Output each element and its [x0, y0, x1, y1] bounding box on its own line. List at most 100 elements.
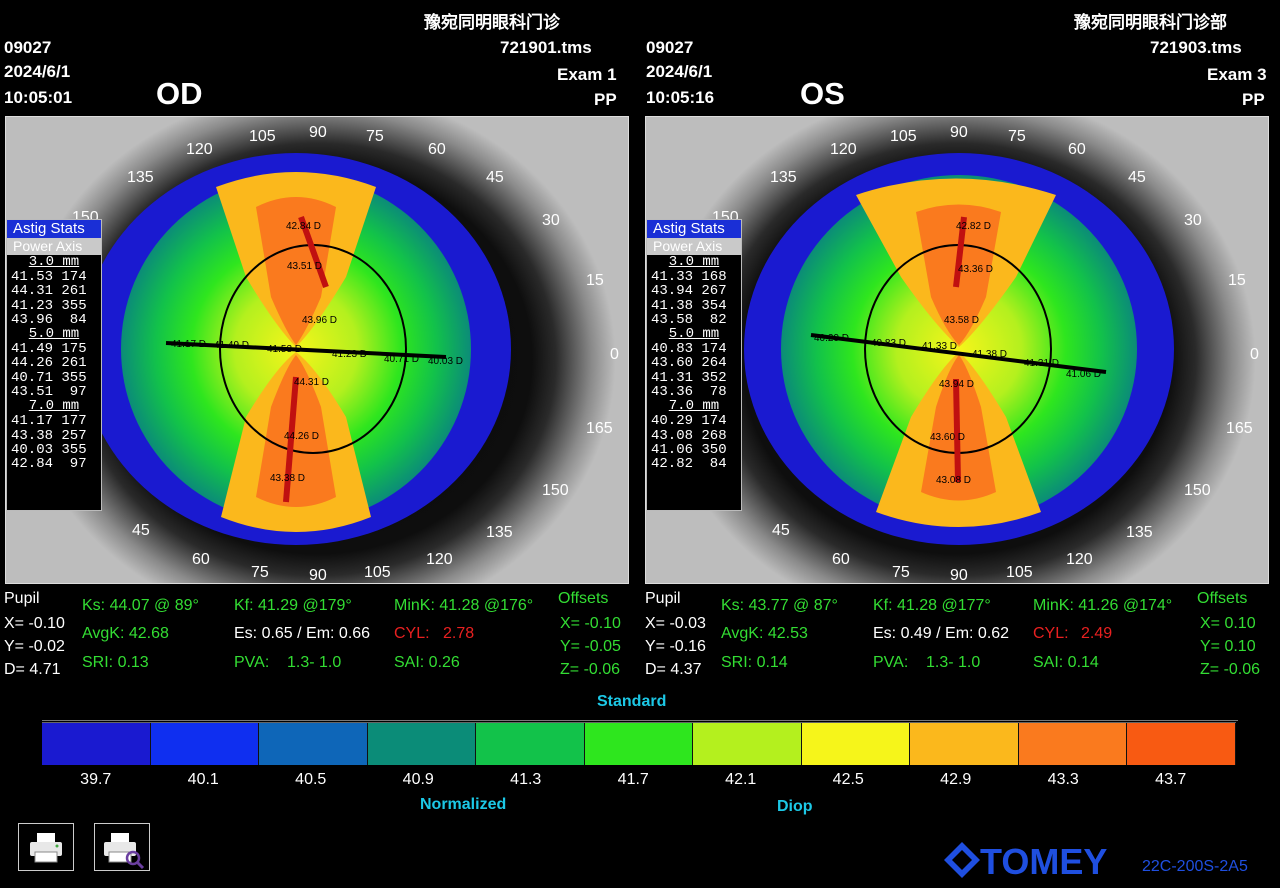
- brand-text: TOMEY: [980, 841, 1107, 880]
- svg-text:41.33 D: 41.33 D: [922, 341, 957, 352]
- scale-swatch: [42, 723, 151, 765]
- svg-text:41.06 D: 41.06 D: [1066, 369, 1101, 380]
- stat-row: 44.31 261: [11, 283, 87, 300]
- avgk-od: AvgK: 42.68: [82, 625, 169, 642]
- scale-tick-label: 41.3: [510, 771, 542, 788]
- offset-x-od: X= -0.10: [560, 615, 621, 632]
- stat-row: 41.38 354: [651, 297, 727, 314]
- scale-tick-label: 41.7: [617, 771, 649, 788]
- exam-time-od: 10:05:01: [4, 88, 73, 107]
- svg-text:43.96 D: 43.96 D: [302, 315, 337, 326]
- astig-stats-title-od: Astig Stats: [7, 220, 101, 238]
- zone-label-od-3mm: 3.0 mm: [28, 254, 80, 270]
- cyl-value-od: 2.78: [443, 625, 475, 642]
- exam-number-os: Exam 3: [1207, 65, 1267, 84]
- stat-row: 43.96 84: [11, 311, 87, 328]
- steep-meridian-top-os: [953, 216, 967, 288]
- model-number: 22C-200S-2A5: [1142, 858, 1248, 875]
- offset-x-os: X= 0.10: [1200, 615, 1256, 632]
- clinic-name-os: 豫宛同明眼科门诊部: [1074, 13, 1227, 33]
- kf-od: Kf: 41.29 @179°: [234, 597, 352, 614]
- svg-text:40.03 D: 40.03 D: [428, 356, 463, 367]
- pupil-y-od: Y= -0.02: [4, 638, 65, 655]
- ks-od: Ks: 44.07 @ 89°: [82, 597, 199, 614]
- svg-text:43.36 D: 43.36 D: [958, 264, 993, 275]
- color-scale-bar: [42, 722, 1236, 765]
- svg-text:40.83 D: 40.83 D: [871, 338, 906, 349]
- sri-od: SRI: 0.13: [82, 654, 149, 671]
- stat-row: 41.53 174: [11, 269, 87, 285]
- pupil-x-od: X= -0.10: [4, 615, 65, 632]
- stat-row: 43.94 267: [651, 283, 727, 300]
- scale-tick-label: 42.9: [940, 771, 972, 788]
- svg-text:120: 120: [186, 141, 213, 158]
- svg-text:90: 90: [950, 124, 968, 141]
- svg-text:90: 90: [950, 567, 968, 584]
- astig-stats-panel-os[interactable]: Astig Stats Power Axis 3.0 mm 41.33 168 …: [646, 219, 742, 511]
- svg-text:41.49 D: 41.49 D: [214, 340, 249, 351]
- offsets-title-os: Offsets: [1197, 590, 1248, 607]
- steep-meridian-bottom-os: [953, 378, 961, 483]
- svg-text:105: 105: [364, 564, 391, 581]
- scale-tick-label: 40.1: [187, 771, 219, 788]
- stat-row: 42.84 97: [11, 456, 87, 473]
- map-gradient-os: [781, 175, 1137, 523]
- scale-unit-label: Diop: [777, 798, 813, 815]
- svg-text:105: 105: [890, 128, 917, 145]
- es-em-od: Es: 0.65 / Em: 0.66: [234, 625, 371, 642]
- file-name-od: 721901.tms: [500, 38, 592, 57]
- print-button[interactable]: [18, 823, 74, 871]
- topography-map-os[interactable]: 90 105 120 135 150 75 60 45 30 15 0 165 150 135 12…: [645, 116, 1269, 584]
- svg-text:150: 150: [542, 482, 569, 499]
- scale-title: Standard: [597, 693, 667, 710]
- es-em-os: Es: 0.49 / Em: 0.62: [873, 625, 1010, 642]
- astig-stats-panel-od[interactable]: Astig Stats Power Axis 3.0 mm 41.53 174 …: [6, 219, 102, 511]
- scale-swatch: [259, 723, 368, 765]
- tomey-logo: TOMEY: [944, 840, 1144, 885]
- map-values-os: 42.82 D 43.36 D 43.58 D 40.29 D 40.83 D 41.3…: [814, 221, 1101, 486]
- exam-time-os: 10:05:16: [646, 88, 715, 107]
- svg-text:105: 105: [1006, 564, 1033, 581]
- svg-text:15: 15: [586, 272, 604, 289]
- svg-text:75: 75: [1008, 128, 1026, 145]
- steep-meridian-top-od: [298, 215, 329, 289]
- print-preview-button[interactable]: [94, 823, 150, 871]
- cyl-value-os: 2.49: [1081, 625, 1113, 642]
- svg-text:120: 120: [830, 141, 857, 158]
- svg-text:40.71 D: 40.71 D: [384, 354, 419, 365]
- scale-normalized-label: Normalized: [420, 796, 507, 813]
- eye-label-od: OD: [156, 76, 203, 111]
- svg-text:43.60 D: 43.60 D: [930, 432, 965, 443]
- scale-tick-label: 39.7: [80, 771, 112, 788]
- stat-row: 44.26 261: [11, 355, 87, 372]
- svg-text:45: 45: [1128, 169, 1146, 186]
- stat-row: 40.83 174: [651, 341, 727, 358]
- tomey-logo-mark: TOMEY: [944, 841, 1107, 882]
- topography-map-od[interactable]: 90 105 120 135 150 75 60 45 30 15 0 165 150 135 12…: [5, 116, 629, 584]
- svg-text:135: 135: [486, 524, 513, 541]
- stat-row: 40.71 355: [11, 369, 87, 386]
- svg-text:105: 105: [249, 128, 276, 145]
- svg-text:41.23 D: 41.23 D: [332, 349, 367, 360]
- svg-text:75: 75: [892, 564, 910, 581]
- offset-z-os: Z= -0.06: [1200, 661, 1261, 678]
- svg-text:0: 0: [1250, 346, 1259, 363]
- pupil-title-od: Pupil: [4, 590, 40, 607]
- svg-text:75: 75: [251, 564, 269, 581]
- scale-swatch: [801, 723, 910, 765]
- scale-swatch: [150, 723, 259, 765]
- flat-meridian-od: [165, 341, 447, 359]
- stat-row: 41.49 175: [11, 341, 87, 358]
- stat-row: 43.58 82: [651, 311, 727, 328]
- svg-text:45: 45: [486, 169, 504, 186]
- scale-divider: [42, 720, 1238, 721]
- stat-row: 43.60 264: [651, 355, 727, 372]
- svg-text:135: 135: [1126, 524, 1153, 541]
- patient-id-os: 09027: [646, 38, 694, 57]
- print-preview-icon: [104, 833, 145, 870]
- svg-text:43.94 D: 43.94 D: [939, 379, 974, 390]
- svg-text:41.17 D: 41.17 D: [171, 339, 206, 350]
- pupil-d-od: D= 4.71: [4, 661, 61, 678]
- exam-number-od: Exam 1: [557, 65, 617, 84]
